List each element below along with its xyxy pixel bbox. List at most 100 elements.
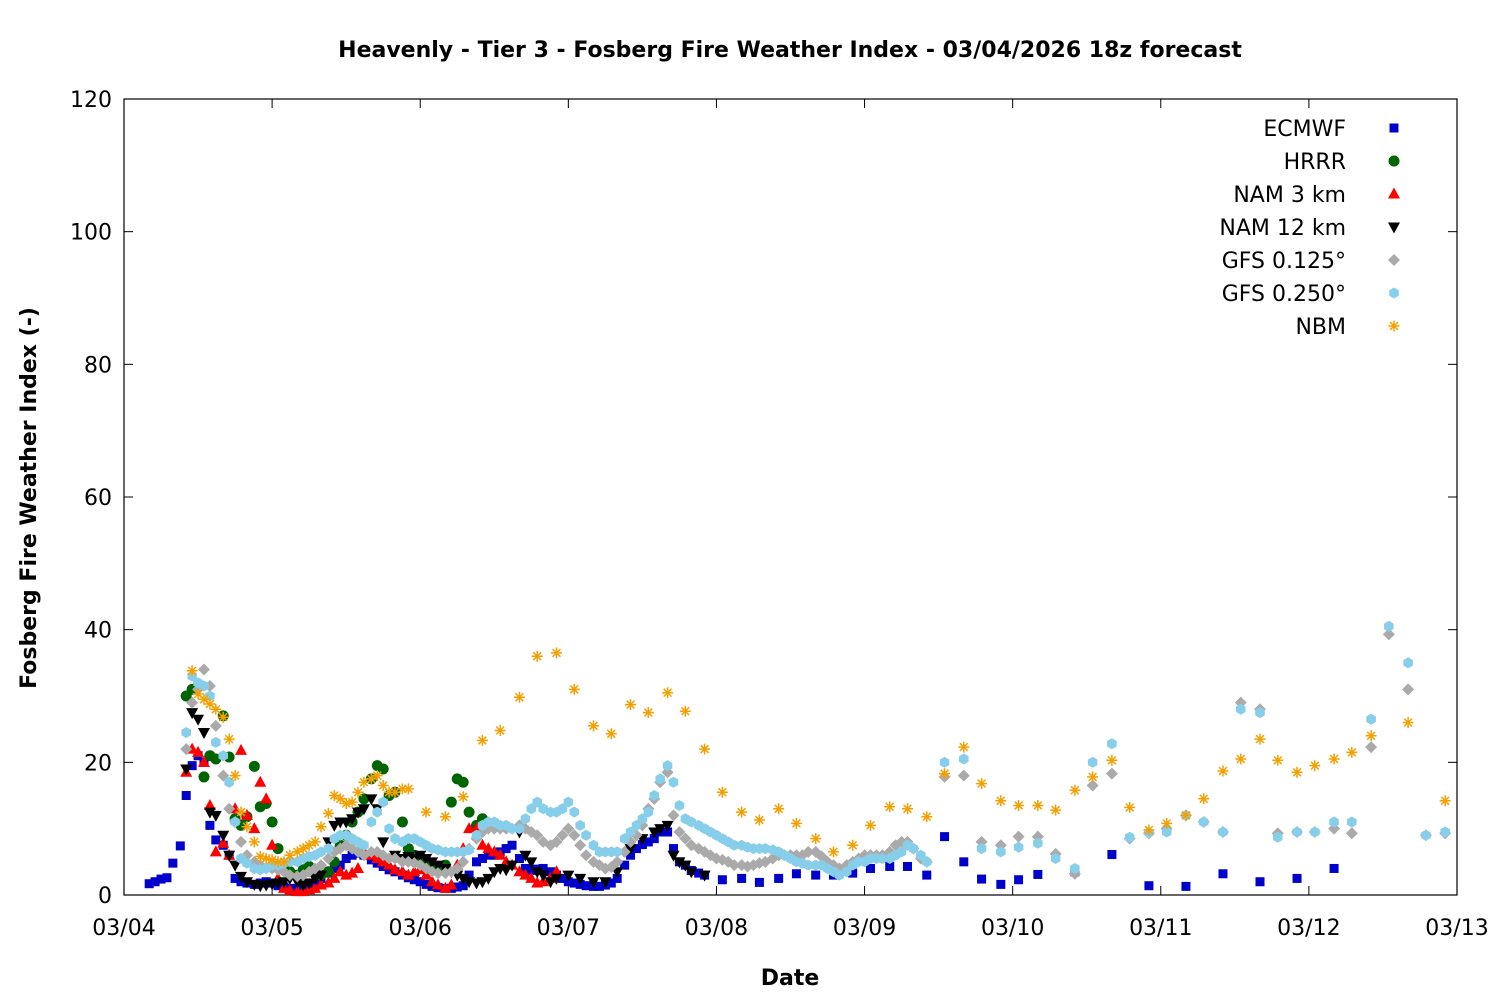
data-point [575,819,585,831]
data-point [525,871,538,883]
data-point [537,870,550,882]
data-point [648,827,661,839]
data-point [283,869,296,882]
data-point [1272,754,1284,766]
data-point [209,719,222,732]
data-point [494,848,507,860]
data-point [378,861,388,871]
data-point [217,836,230,848]
data-point [728,859,741,872]
data-point [1143,824,1155,836]
data-point [235,871,248,883]
data-point [574,873,587,885]
data-point [1218,826,1228,838]
data-point [1013,841,1024,853]
data-point [1217,765,1229,777]
data-point [581,881,591,891]
data-point [181,791,191,800]
data-point [569,806,579,818]
data-point [679,832,692,845]
y-tick-label: 60 [84,486,112,511]
data-point [612,873,622,883]
data-point [439,811,451,823]
data-point [488,867,501,879]
data-point [181,727,191,738]
data-point [352,861,365,873]
data-point [198,693,210,705]
data-point [457,855,470,868]
data-point [674,800,685,811]
data-point [291,877,304,889]
data-point [266,816,278,828]
data-point [958,741,970,753]
data-point [457,776,469,788]
data-point [303,878,316,890]
legend-marker [1388,155,1400,167]
x-tick-label: 03/10 [981,916,1044,941]
data-point [1180,809,1192,821]
data-point [903,861,913,871]
data-point [309,881,322,893]
data-point [156,874,166,884]
data-point [736,806,748,818]
data-point [611,855,624,868]
data-point [1236,703,1246,715]
x-tick-label: 03/04 [92,916,155,941]
data-point [996,879,1006,889]
data-point [922,870,932,880]
data-point [248,822,261,834]
data-point [209,810,222,822]
data-point [1347,816,1357,828]
data-point [1013,800,1025,811]
data-point [328,820,341,832]
data-point [729,839,739,851]
data-point [390,833,400,845]
data-point [519,868,532,880]
data-point [538,863,548,873]
data-point [203,798,216,810]
x-tick-label: 03/06 [389,916,452,941]
data-point [716,786,728,798]
data-point [661,820,674,832]
data-point [346,866,359,878]
data-point [1105,767,1118,780]
data-point [223,850,236,862]
data-point [1291,766,1303,778]
data-point [235,835,248,848]
data-point [426,857,439,869]
data-point [737,873,747,883]
data-point [471,829,482,841]
x-tick-label: 03/13 [1425,916,1488,941]
data-point [366,816,377,828]
legend-marker [1389,123,1399,133]
data-point [199,680,209,692]
data-point [415,877,425,887]
data-point [544,877,557,889]
data-point [581,829,591,841]
data-point [605,728,617,740]
data-point [1235,753,1247,765]
data-point [229,770,241,782]
data-point [366,855,376,865]
data-point [631,844,641,854]
legend-marker [1388,222,1400,234]
x-tick-label: 03/12 [1277,916,1340,941]
data-point [551,647,562,659]
x-tick-label: 03/07 [537,916,600,941]
data-point [679,705,691,717]
y-tick-label: 80 [84,353,112,378]
data-point [187,761,197,771]
data-point [1310,826,1320,838]
data-point [204,698,216,710]
data-point [501,844,511,854]
data-point [1161,817,1173,829]
data-point [916,849,926,861]
data-point [365,794,378,806]
legend-label: NBM [1295,315,1346,340]
data-point [372,806,382,818]
data-point [643,806,654,818]
data-point [431,878,444,890]
data-point [642,707,654,719]
data-point [457,873,470,885]
y-tick-label: 120 [70,88,112,113]
